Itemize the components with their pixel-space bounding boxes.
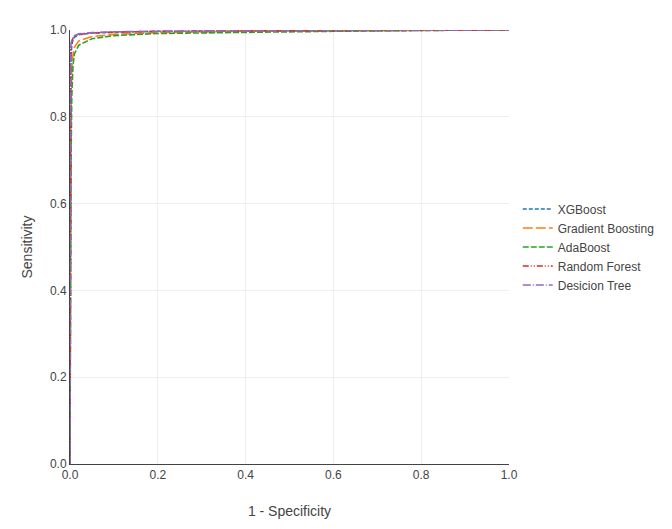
svg-text:0.4: 0.4 (237, 468, 254, 482)
svg-text:0.6: 0.6 (325, 468, 342, 482)
svg-text:0.0: 0.0 (62, 468, 79, 482)
svg-text:0.8: 0.8 (413, 468, 430, 482)
svg-text:0.6: 0.6 (50, 197, 67, 211)
svg-text:Random Forest: Random Forest (558, 260, 641, 274)
svg-text:1.0: 1.0 (501, 468, 518, 482)
svg-text:Gradient Boosting: Gradient Boosting (558, 222, 654, 236)
svg-text:0.2: 0.2 (149, 468, 166, 482)
svg-text:Desicion Tree: Desicion Tree (558, 279, 632, 293)
svg-text:0.0: 0.0 (50, 457, 67, 471)
svg-text:1.0: 1.0 (50, 23, 67, 37)
svg-text:1 - Specificity: 1 - Specificity (248, 503, 331, 519)
svg-text:XGBoost: XGBoost (558, 203, 607, 217)
svg-text:Sensitivity: Sensitivity (19, 215, 35, 278)
svg-text:0.2: 0.2 (50, 370, 67, 384)
svg-text:0.8: 0.8 (50, 110, 67, 124)
svg-text:0.4: 0.4 (50, 284, 67, 298)
svg-text:AdaBoost: AdaBoost (558, 241, 611, 255)
